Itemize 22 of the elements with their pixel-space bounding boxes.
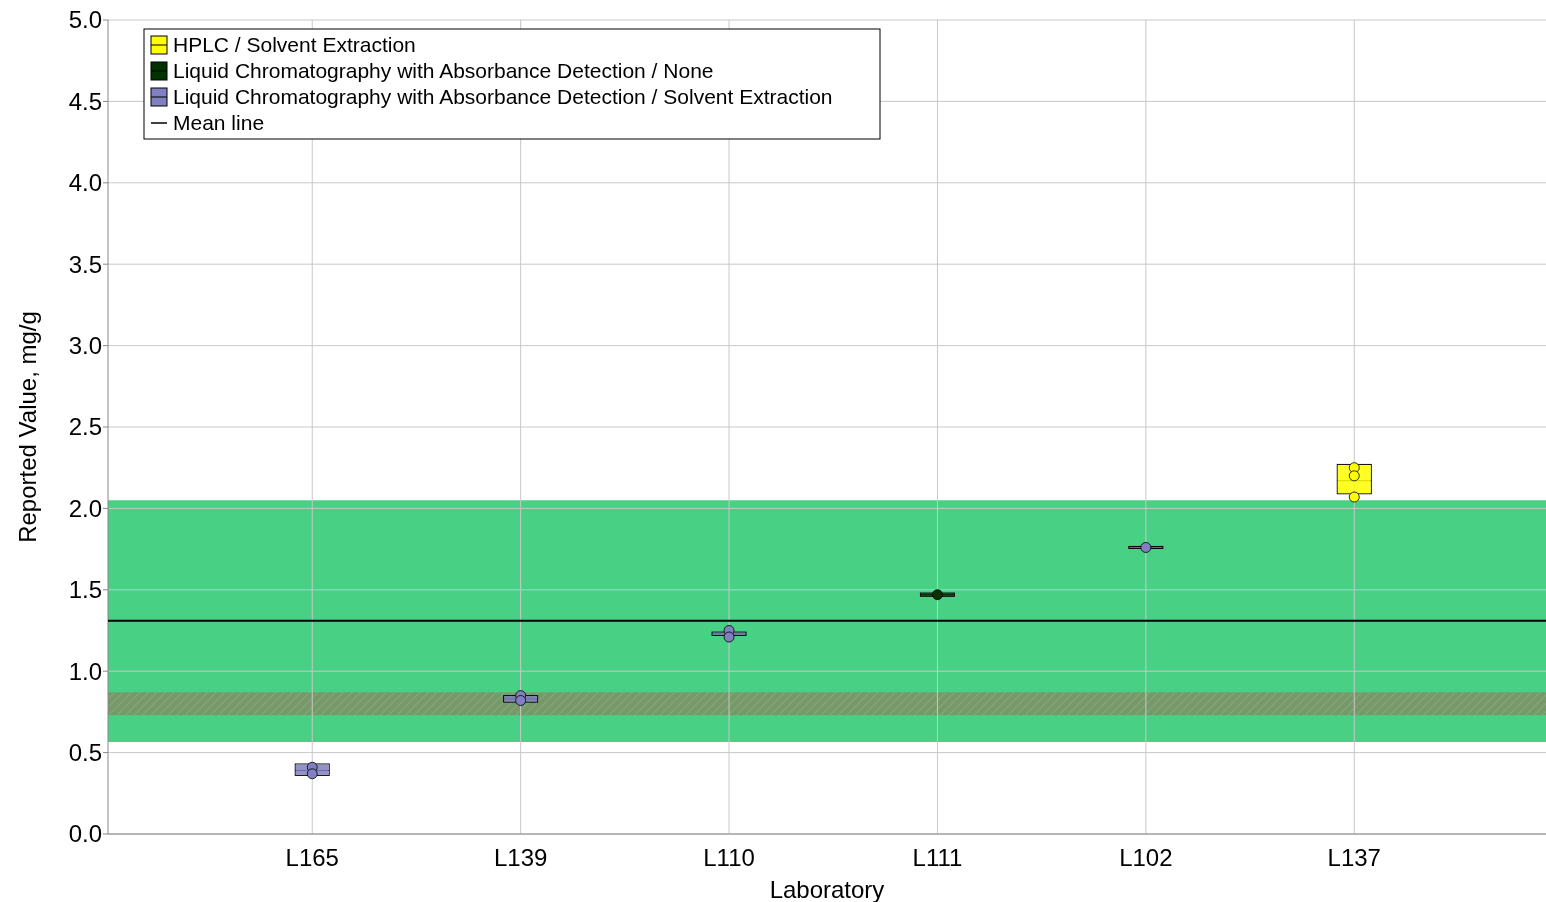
y-tick-label: 4.0: [68, 169, 102, 197]
x-tick-label: L139: [493, 844, 548, 871]
y-tick-label: 1.0: [68, 657, 102, 685]
x-tick-label: L110: [703, 844, 755, 871]
y-tick-label: 0.0: [68, 820, 102, 848]
legend-label: Liquid Chromatography with Absorbance Detection / Solvent Extraction: [173, 85, 833, 109]
legend-label: Mean line: [173, 111, 265, 135]
x-tick-label: L102: [1119, 844, 1173, 871]
y-tick-label: 3.5: [68, 250, 102, 278]
y-tick-label: 5.0: [68, 6, 102, 34]
legend-label: HPLC / Solvent Extraction: [173, 33, 416, 57]
y-tick-label: 2.0: [68, 494, 102, 522]
y-axis-title: Reported Value, mg/g: [14, 311, 41, 543]
legend-label: Liquid Chromatography with Absorbance Detection / None: [173, 59, 714, 83]
y-tick-label: 1.5: [68, 576, 102, 604]
x-tick-label: L165: [285, 844, 339, 871]
y-tick-label: 2.5: [68, 413, 102, 441]
x-tick-label: L137: [1327, 844, 1381, 871]
y-tick-label: 0.5: [68, 739, 102, 766]
y-tick-label: 4.5: [68, 87, 102, 115]
x-tick-label: L111: [912, 844, 963, 871]
y-tick-label: 3.0: [68, 332, 102, 359]
